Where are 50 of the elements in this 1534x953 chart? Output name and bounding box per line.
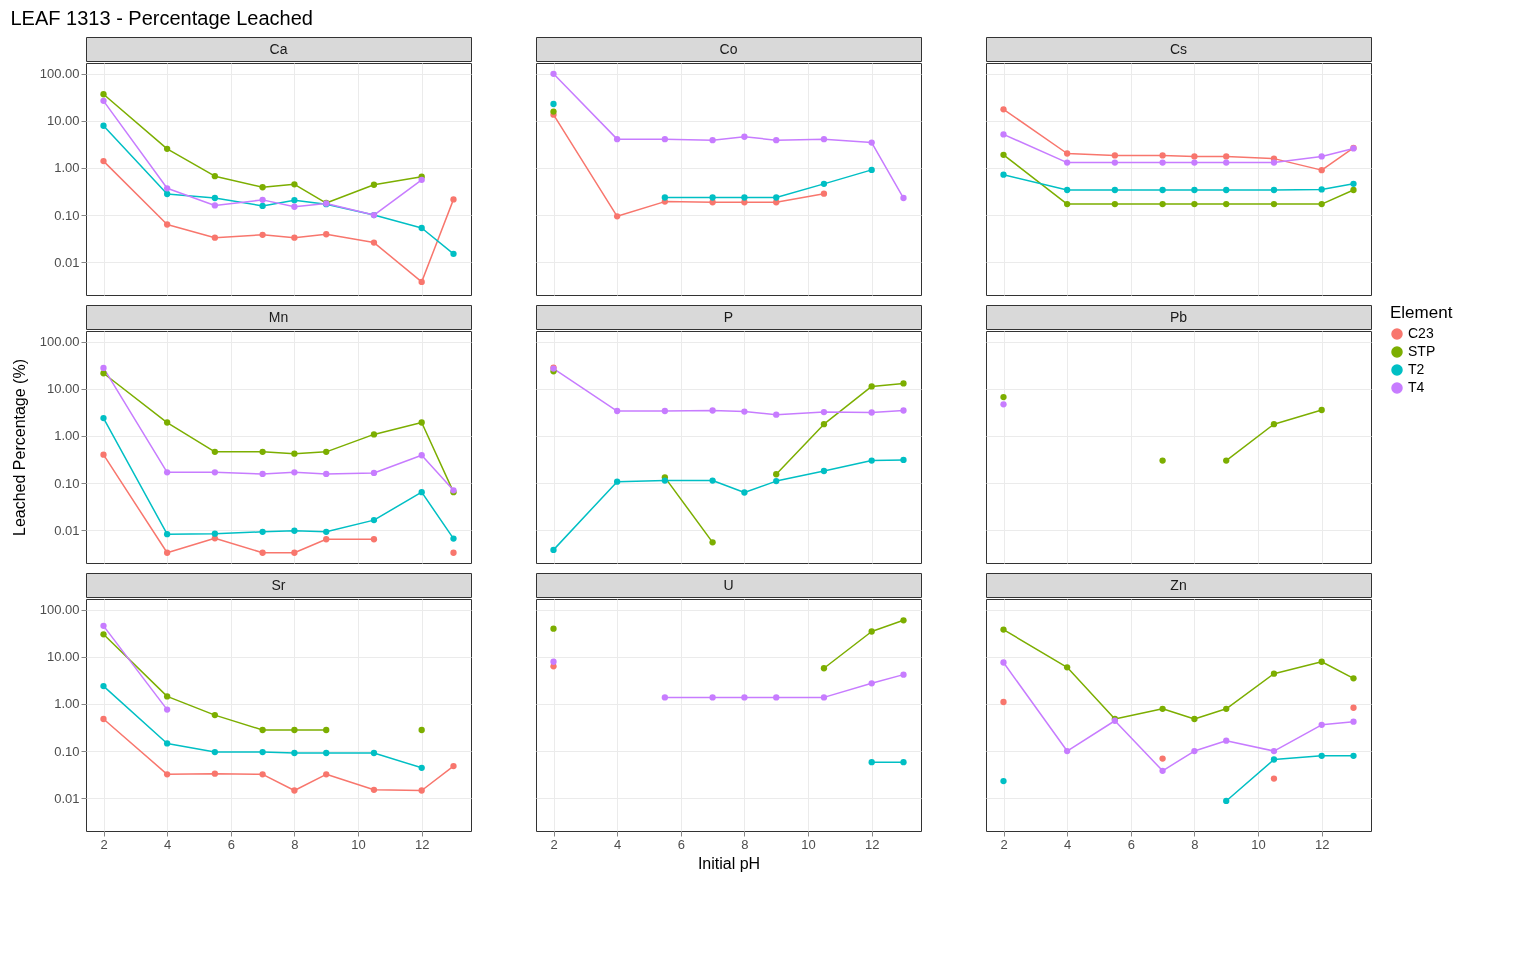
- y-axis-title: Leached Percentage (%): [10, 359, 28, 536]
- x-tick-label: 10: [351, 836, 366, 852]
- x-tick-label: 6: [227, 836, 235, 852]
- x-tick-label: 10: [801, 836, 816, 852]
- y-tick-label: 0.01: [54, 254, 80, 270]
- x-tick-label: 2: [100, 836, 108, 852]
- chart-title: P: [723, 309, 734, 325]
- y-tick-label: 0.10: [54, 207, 80, 223]
- y-tick-label: 10.00: [46, 113, 80, 129]
- x-tick-label: 8: [741, 836, 749, 852]
- chart-title: Sr: [271, 577, 286, 593]
- y-tick-label: 10.00: [46, 649, 80, 665]
- x-tick-label: 6: [1127, 836, 1135, 852]
- y-tick-label: 0.01: [54, 790, 80, 806]
- text: LEAF 1313 - Percentage Leached: [10, 6, 313, 29]
- y-tick-label: 0.01: [54, 522, 80, 538]
- y-tick-label: 100.00: [39, 602, 80, 618]
- x-tick-label: 4: [614, 836, 622, 852]
- legend-title: Element: [1390, 303, 1453, 322]
- legend-label: STP: [1408, 343, 1436, 359]
- chart-title: Pb: [1169, 309, 1188, 325]
- chart-title: Cs: [1169, 41, 1188, 57]
- y-tick-label: 1.00: [54, 696, 80, 712]
- x-tick-label: 2: [550, 836, 558, 852]
- x-tick-label: 2: [1000, 836, 1008, 852]
- x-tick-label: 12: [864, 836, 880, 852]
- y-tick-label: 10.00: [46, 381, 80, 397]
- chart-title: Co: [719, 41, 738, 57]
- y-tick-label: 100.00: [39, 66, 80, 82]
- chart-title: Mn: [268, 309, 289, 325]
- x-axis-title: Initial pH: [697, 854, 761, 872]
- legend-label: C23: [1408, 325, 1434, 341]
- x-tick-label: 8: [1191, 836, 1199, 852]
- x-tick-label: 12: [1314, 836, 1330, 852]
- y-tick-label: 1.00: [54, 428, 80, 444]
- y-tick-label: 0.10: [54, 743, 80, 759]
- x-tick-label: 6: [677, 836, 685, 852]
- x-tick-label: 4: [164, 836, 172, 852]
- y-tick-label: 100.00: [39, 334, 80, 350]
- x-tick-label: 12: [414, 836, 430, 852]
- y-tick-label: 1.00: [54, 160, 80, 176]
- y-tick-label: 0.10: [54, 475, 80, 491]
- x-tick-label: 10: [1251, 836, 1266, 852]
- legend-label: T2: [1408, 361, 1425, 377]
- legend-label: T4: [1408, 379, 1425, 395]
- chart-title: U: [723, 577, 734, 593]
- chart-title: Ca: [269, 41, 288, 57]
- chart-title: Zn: [1170, 577, 1187, 593]
- x-tick-label: 8: [291, 836, 299, 852]
- x-tick-label: 4: [1064, 836, 1072, 852]
